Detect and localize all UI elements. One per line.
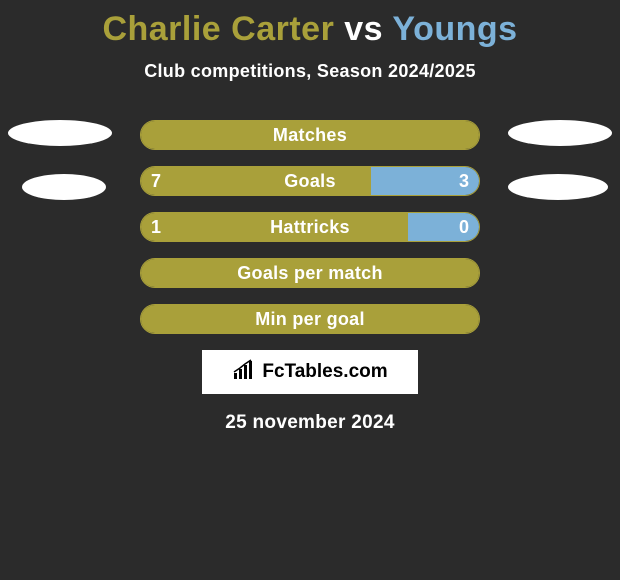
stat-value-p1: 1 bbox=[151, 213, 161, 241]
title-part: Youngs bbox=[392, 10, 517, 48]
logo-text: FcTables.com bbox=[262, 361, 387, 383]
page-title: Charlie Carter vs Youngs bbox=[0, 0, 620, 49]
stat-label: Matches bbox=[141, 121, 479, 149]
chart-icon bbox=[232, 359, 258, 386]
stat-label: Goals bbox=[141, 167, 479, 195]
title-part: vs bbox=[334, 10, 392, 48]
player2-avatar-col bbox=[508, 120, 612, 200]
avatar-placeholder bbox=[8, 120, 112, 146]
stat-label: Min per goal bbox=[141, 305, 479, 333]
stat-value-p1: 7 bbox=[151, 167, 161, 195]
stat-value-p2: 0 bbox=[459, 213, 469, 241]
stat-bars: Matches Goals7 3 Hattricks1 0 Goals per match… bbox=[140, 120, 480, 334]
stat-row: Goals7 3 bbox=[140, 166, 480, 196]
stat-row: Matches bbox=[140, 120, 480, 150]
avatar-placeholder bbox=[508, 120, 612, 146]
stat-label: Goals per match bbox=[141, 259, 479, 287]
date-line: 25 november 2024 bbox=[0, 412, 620, 434]
stat-row: Min per goal bbox=[140, 304, 480, 334]
player1-avatar-col bbox=[8, 120, 112, 200]
stat-value-p2: 3 bbox=[459, 167, 469, 195]
comparison-stage: Matches Goals7 3 Hattricks1 0 Goals per match… bbox=[0, 120, 620, 434]
avatar-placeholder bbox=[508, 174, 608, 200]
stat-row: Hattricks1 0 bbox=[140, 212, 480, 242]
stat-label: Hattricks bbox=[141, 213, 479, 241]
stat-row: Goals per match bbox=[140, 258, 480, 288]
title-part: Charlie Carter bbox=[102, 10, 334, 48]
avatar-placeholder bbox=[22, 174, 106, 200]
subtitle: Club competitions, Season 2024/2025 bbox=[0, 61, 620, 82]
logo-box: FcTables.com bbox=[202, 350, 418, 394]
